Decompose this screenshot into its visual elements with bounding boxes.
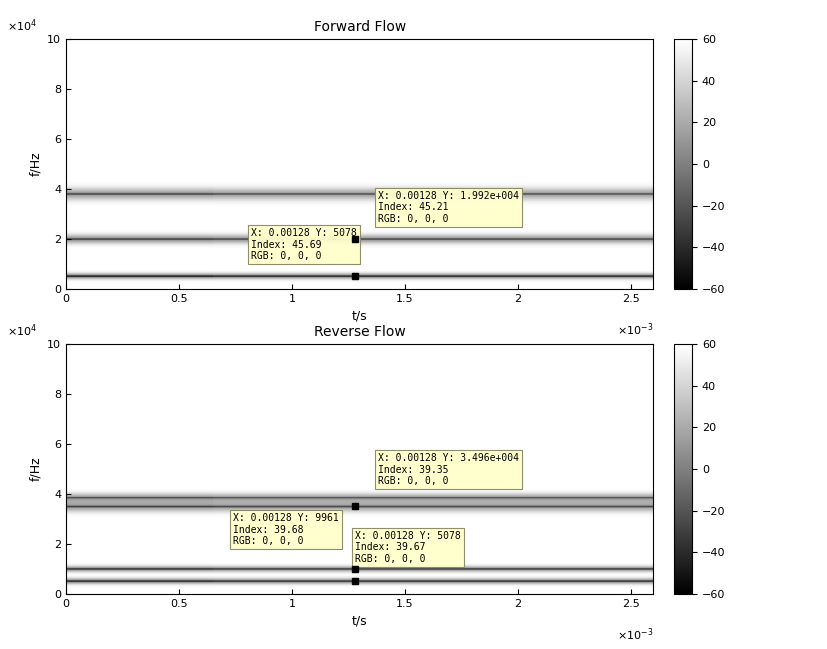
X-axis label: t/s: t/s bbox=[352, 309, 367, 322]
Title: Reverse Flow: Reverse Flow bbox=[314, 324, 405, 339]
Text: X: 0.00128 Y: 1.992e+004
Index: 45.21
RGB: 0, 0, 0: X: 0.00128 Y: 1.992e+004 Index: 45.21 RG… bbox=[378, 191, 519, 224]
Y-axis label: f/Hz: f/Hz bbox=[29, 457, 41, 481]
Text: X: 0.00128 Y: 9961
Index: 39.68
RGB: 0, 0, 0: X: 0.00128 Y: 9961 Index: 39.68 RGB: 0, … bbox=[233, 513, 339, 546]
Title: Forward Flow: Forward Flow bbox=[313, 19, 406, 34]
Text: X: 0.00128 Y: 3.496e+004
Index: 39.35
RGB: 0, 0, 0: X: 0.00128 Y: 3.496e+004 Index: 39.35 RG… bbox=[378, 453, 519, 486]
Y-axis label: f/Hz: f/Hz bbox=[29, 152, 41, 176]
X-axis label: t/s: t/s bbox=[352, 614, 367, 627]
Text: X: 0.00128 Y: 5078
Index: 45.69
RGB: 0, 0, 0: X: 0.00128 Y: 5078 Index: 45.69 RGB: 0, … bbox=[251, 228, 357, 262]
Text: X: 0.00128 Y: 5078
Index: 39.67
RGB: 0, 0, 0: X: 0.00128 Y: 5078 Index: 39.67 RGB: 0, … bbox=[356, 531, 461, 564]
Text: $\times 10^4$: $\times 10^4$ bbox=[7, 323, 37, 339]
Text: $\times 10^{-3}$: $\times 10^{-3}$ bbox=[617, 321, 653, 338]
Text: $\times 10^4$: $\times 10^4$ bbox=[7, 18, 37, 34]
Text: $\times 10^{-3}$: $\times 10^{-3}$ bbox=[617, 626, 653, 643]
